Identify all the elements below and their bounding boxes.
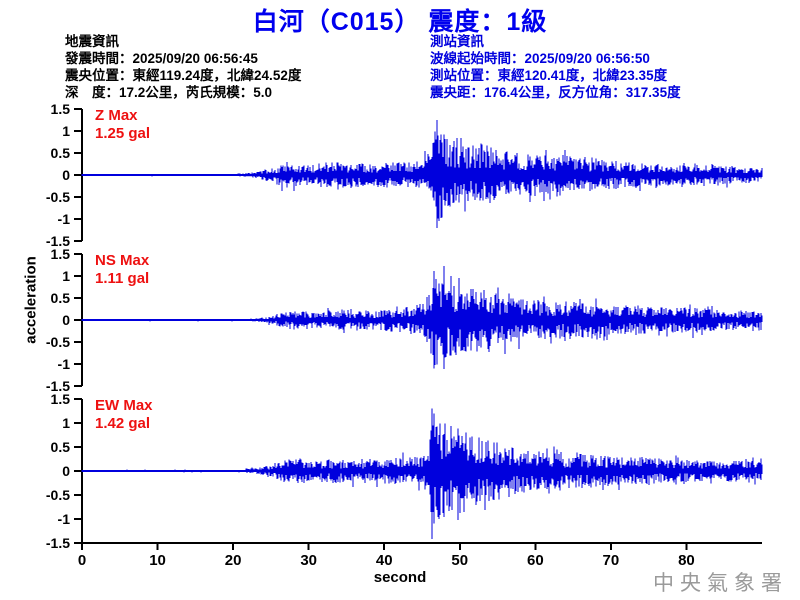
ns-max-value: 1.11 gal: [95, 270, 150, 287]
x-tick-label: 50: [451, 552, 468, 569]
y-tick-label-z: 1.5: [51, 101, 71, 117]
depth-magnitude-line: 深 度：17.2公里，芮氏規模：5.0: [65, 85, 273, 100]
origin-time-line: 發震時間：2025/09/20 06:56:45: [65, 51, 258, 66]
y-tick-label-ns: 1.5: [51, 246, 71, 262]
ew-max-value: 1.42 gal: [95, 415, 151, 432]
epicenter-location-line: 震央位置：東經119.24度，北緯24.52度: [65, 68, 302, 83]
x-tick-label: 40: [376, 552, 393, 569]
x-tick-label: 60: [527, 552, 544, 569]
z-max-label: Z Max 1.25 gal: [95, 107, 150, 143]
z-max-value: 1.25 gal: [95, 125, 151, 142]
station-info-block: 測站資訊 波線起始時間：2025/09/20 06:56:50 測站位置：東經1…: [430, 33, 681, 101]
y-tick-label-ew: 1: [62, 415, 70, 431]
y-tick-label-ew: -1: [58, 511, 71, 527]
y-tick-label-z: -1.5: [46, 233, 70, 249]
y-tick-label-ns: 0: [62, 312, 70, 328]
y-tick-label-ns: -1: [58, 356, 71, 372]
y-tick-label-ns: 0.5: [51, 290, 71, 306]
ns-max-title: NS Max: [95, 252, 150, 269]
y-tick-label-z: 0: [62, 167, 70, 183]
station-location-line: 測站位置：東經120.41度，北緯23.35度: [430, 68, 668, 83]
x-tick-label: 30: [300, 552, 317, 569]
z-waveform: [81, 120, 763, 228]
y-tick-label-ew: 0.5: [51, 439, 71, 455]
earthquake-info-block: 地震資訊 發震時間：2025/09/20 06:56:45 震央位置：東經119…: [65, 33, 301, 101]
x-tick-label: 20: [225, 552, 242, 569]
y-axis-label: acceleration: [22, 256, 40, 344]
y-tick-label-ew: -0.5: [46, 487, 70, 503]
ns-max-label: NS Max 1.11 gal: [95, 252, 149, 288]
x-tick-label: 80: [678, 552, 695, 569]
x-tick-label: 10: [149, 552, 166, 569]
y-tick-label-ns: -1.5: [46, 378, 70, 394]
ew-max-label: EW Max 1.42 gal: [95, 397, 153, 433]
z-max-title: Z Max: [95, 107, 138, 124]
ns-waveform: [81, 265, 763, 369]
x-tick-label: 0: [78, 552, 86, 569]
agency-watermark: 中央氣象署: [653, 571, 788, 595]
waveform-chart: 1.510.50-0.5-1-1.51.510.50-0.5-1-1.51.51…: [46, 101, 763, 569]
ew-waveform: [81, 408, 763, 540]
distance-azimuth-line: 震央距：176.4公里，反方位角：317.35度: [430, 85, 681, 100]
x-axis-label: second: [373, 569, 427, 586]
y-tick-label-ew: 1.5: [51, 391, 71, 407]
y-tick-label-z: 1: [62, 123, 70, 139]
page-title: 白河（C015） 震度：1級: [252, 8, 548, 36]
y-tick-label-z: -0.5: [46, 189, 70, 205]
y-tick-label-z: -1: [58, 211, 71, 227]
y-tick-label-ew: 0: [62, 463, 70, 479]
ew-max-title: EW Max: [95, 397, 153, 414]
y-tick-label-ns: -0.5: [46, 334, 70, 350]
x-tick-label: 70: [603, 552, 620, 569]
earthquake-info-heading: 地震資訊: [65, 34, 119, 49]
y-tick-label-ns: 1: [62, 268, 70, 284]
wave-start-time-line: 波線起始時間：2025/09/20 06:56:50: [430, 51, 650, 66]
y-tick-label-ew: -1.5: [46, 535, 70, 551]
station-info-heading: 測站資訊: [430, 34, 484, 49]
y-tick-label-z: 0.5: [51, 145, 71, 161]
